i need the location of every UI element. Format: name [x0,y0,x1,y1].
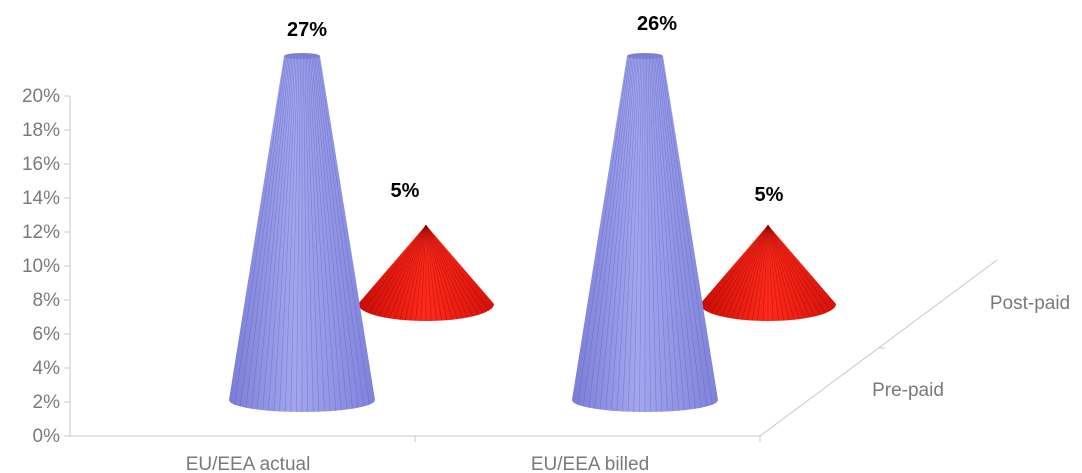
depth-axis-line [759,259,998,437]
post-paid-cone [700,224,836,321]
y-tick-label: 6% [33,324,61,345]
y-tick-label: 10% [22,256,60,277]
post-paid-cone [358,224,494,321]
pre-paid-cone [229,53,375,412]
data-label: 5% [391,180,420,202]
data-labels: 27% 26% 5% 5% [287,13,784,206]
y-tick-label: 20% [22,86,60,107]
axes [69,96,998,442]
data-label: 5% [755,184,784,206]
y-tick-label: 0% [33,426,61,447]
y-tick-label: 4% [33,358,61,379]
data-label: 27% [287,19,327,41]
y-tick-label: 14% [22,188,60,209]
chart-marks [229,53,836,412]
y-tick-label: 2% [33,392,61,413]
y-tick-label: 18% [22,120,60,141]
category-label: EU/EEA billed [531,454,649,473]
pre-paid-cone [572,53,718,412]
data-label: 26% [637,13,677,35]
y-axis-ticks: 0% 2% 4% 6% 8% 10% 12% 14% 16% 18% 20% [22,86,70,447]
series-label: Post-paid [990,293,1070,314]
series-label: Pre-paid [872,380,944,401]
y-tick-label: 12% [22,222,60,243]
category-labels: EU/EEA actual EU/EEA billed [186,454,649,473]
series-axis-labels: Pre-paid Post-paid [872,293,1070,401]
category-label: EU/EEA actual [186,454,311,473]
y-tick-label: 8% [33,290,61,311]
y-tick-label: 16% [22,154,60,175]
